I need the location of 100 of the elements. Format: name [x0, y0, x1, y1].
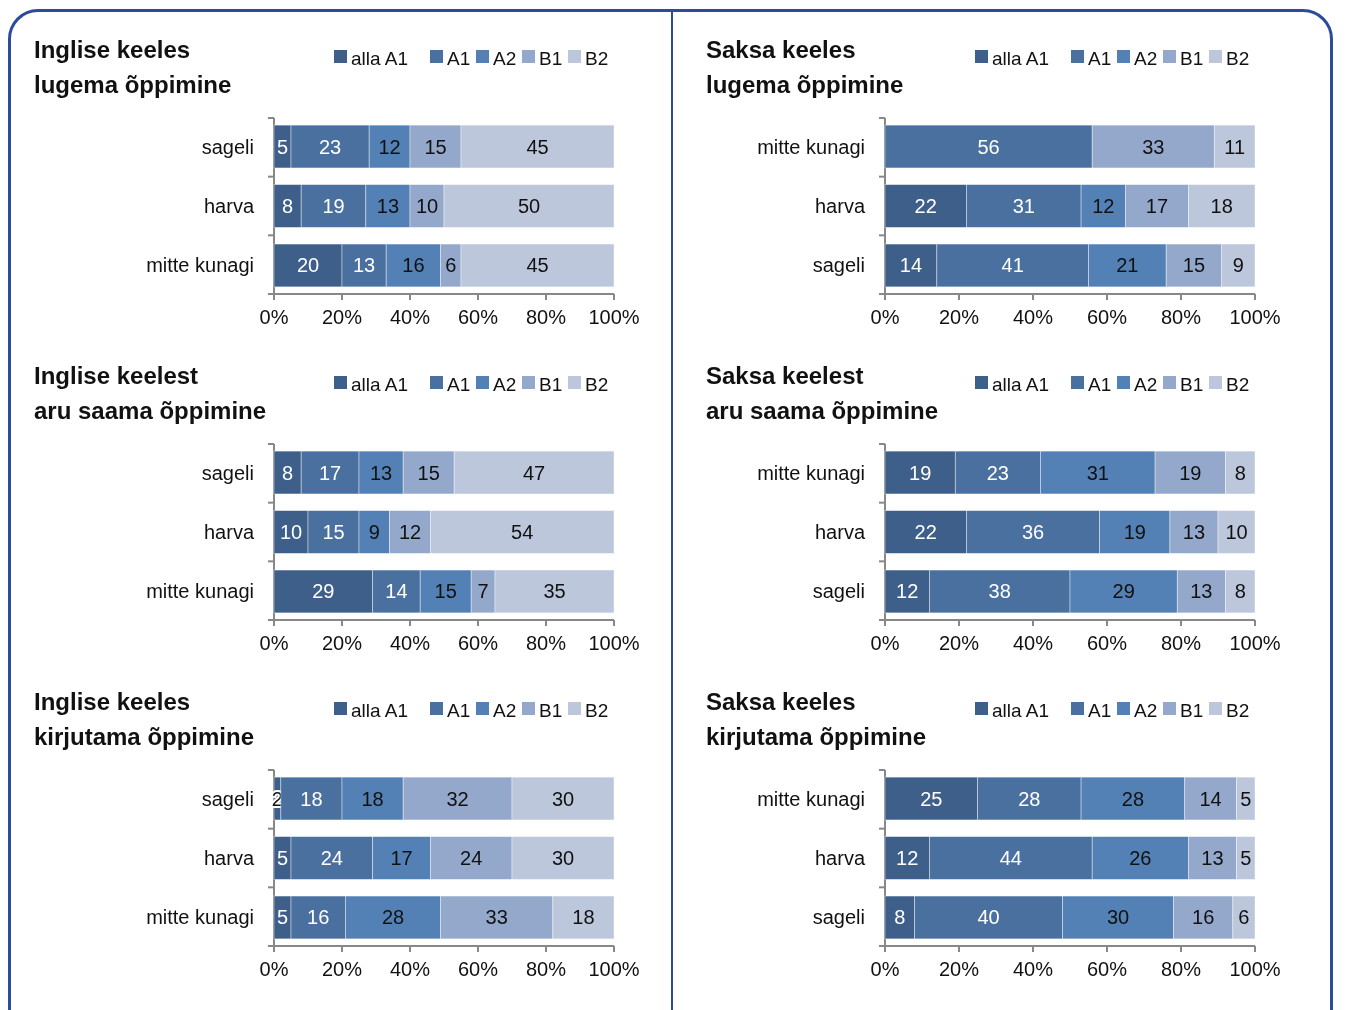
- x-tick-label: 0%: [870, 306, 900, 328]
- data-label: 8: [282, 195, 294, 217]
- y-tick-label: harva: [203, 521, 255, 543]
- x-tick-label: 40%: [1012, 632, 1054, 654]
- data-label: 8: [282, 461, 294, 484]
- y-tick-label: mitte kunagi: [757, 461, 865, 484]
- data-label: 8: [1234, 461, 1246, 484]
- legend-label: A2: [493, 47, 517, 69]
- chart-title: Saksa keeles lugema õppimine: [706, 36, 904, 98]
- x-tick-label: 20%: [321, 306, 363, 328]
- legend-label: B2: [1226, 699, 1250, 721]
- data-label: 20: [296, 254, 320, 277]
- data-label: 30: [551, 847, 575, 869]
- x-tick-label: 80%: [525, 632, 567, 654]
- data-label: 47: [522, 461, 546, 484]
- x-tick-label: 100%: [1229, 306, 1281, 328]
- data-label: 14: [1199, 787, 1222, 810]
- legend-label: B2: [585, 47, 609, 69]
- data-label: 5: [276, 847, 289, 869]
- data-label: 15: [434, 580, 457, 603]
- data-label: 10: [279, 521, 303, 543]
- x-tick-label: 100%: [1229, 958, 1281, 980]
- data-label: 7: [477, 580, 489, 603]
- data-label: 17: [318, 461, 342, 484]
- y-tick-label: mitte kunagi: [146, 906, 254, 929]
- data-label: 11: [1224, 135, 1246, 158]
- data-label: 29: [1112, 580, 1135, 603]
- data-label: 9: [368, 521, 380, 543]
- y-tick-label: mitte kunagi: [146, 254, 254, 277]
- chart-title: Inglise keeles kirjutama õppimine: [34, 688, 255, 750]
- chart-title: Inglise keelest aru saama õppimine: [34, 362, 267, 424]
- legend-label: B1: [1180, 699, 1204, 721]
- data-label: 28: [1121, 787, 1145, 810]
- legend-label: alla A1: [351, 47, 409, 69]
- x-tick-label: 40%: [1012, 306, 1054, 328]
- y-tick-label: mitte kunagi: [757, 135, 865, 158]
- data-label: 14: [385, 580, 408, 603]
- x-tick-label: 0%: [259, 958, 289, 980]
- y-tick-label: harva: [814, 847, 866, 869]
- data-label: 6: [1238, 906, 1250, 929]
- data-label: 32: [446, 787, 469, 810]
- x-tick-label: 100%: [588, 632, 640, 654]
- data-label: 18: [300, 787, 323, 810]
- data-label: 24: [460, 847, 483, 869]
- chart-title: Inglise keeles lugema õppimine: [34, 36, 232, 98]
- legend-label: alla A1: [992, 699, 1050, 721]
- data-label: 19: [909, 461, 932, 484]
- y-tick-label: harva: [203, 195, 255, 217]
- y-tick-label: harva: [814, 195, 866, 217]
- y-tick-label: sageli: [201, 787, 254, 810]
- x-tick-label: 20%: [321, 632, 363, 654]
- x-tick-label: 40%: [389, 958, 431, 980]
- x-tick-label: 0%: [870, 958, 900, 980]
- data-label: 18: [361, 787, 384, 810]
- x-tick-label: 60%: [1086, 958, 1128, 980]
- legend-label: B2: [585, 699, 609, 721]
- data-label: 17: [1145, 195, 1169, 217]
- legend-label: B2: [1226, 373, 1250, 395]
- legend-label: A1: [447, 47, 471, 69]
- x-tick-label: 60%: [457, 958, 499, 980]
- data-label: 13: [1201, 847, 1224, 869]
- x-tick-label: 80%: [1160, 958, 1202, 980]
- x-tick-label: 20%: [938, 632, 980, 654]
- chart-title: Saksa keeles kirjutama õppimine: [706, 688, 927, 750]
- x-tick-label: 20%: [321, 958, 363, 980]
- data-label: 10: [1225, 521, 1248, 543]
- data-label: 12: [378, 135, 401, 158]
- data-label: 23: [318, 135, 342, 158]
- legend-label: B1: [1180, 373, 1204, 395]
- data-label: 13: [352, 254, 376, 277]
- data-label: 28: [381, 906, 405, 929]
- data-label: 13: [1190, 580, 1213, 603]
- data-label: 17: [390, 847, 413, 869]
- x-tick-label: 60%: [1086, 632, 1128, 654]
- legend-label: B1: [539, 373, 563, 395]
- x-tick-label: 0%: [259, 306, 289, 328]
- data-label: 45: [526, 135, 549, 158]
- y-tick-label: sageli: [201, 135, 254, 158]
- y-tick-label: mitte kunagi: [146, 580, 254, 603]
- x-tick-label: 40%: [389, 632, 431, 654]
- x-tick-label: 60%: [1086, 306, 1128, 328]
- data-label: 22: [914, 521, 937, 543]
- data-label: 8: [1234, 580, 1246, 603]
- data-label: 8: [894, 906, 906, 929]
- data-label: 5: [276, 135, 289, 158]
- data-label: 19: [322, 195, 345, 217]
- data-label: 54: [511, 521, 534, 543]
- data-label: 10: [415, 195, 439, 217]
- data-label: 12: [896, 847, 919, 869]
- x-tick-label: 100%: [1229, 632, 1281, 654]
- data-label: 28: [1018, 787, 1041, 810]
- data-label: 30: [551, 787, 575, 810]
- data-label: 15: [322, 521, 345, 543]
- legend-label: B2: [585, 373, 609, 395]
- x-tick-label: 100%: [588, 306, 640, 328]
- x-tick-label: 80%: [1160, 306, 1202, 328]
- data-label: 22: [914, 195, 937, 217]
- data-label: 45: [526, 254, 549, 277]
- y-tick-label: sageli: [812, 254, 865, 277]
- data-label: 16: [402, 254, 425, 277]
